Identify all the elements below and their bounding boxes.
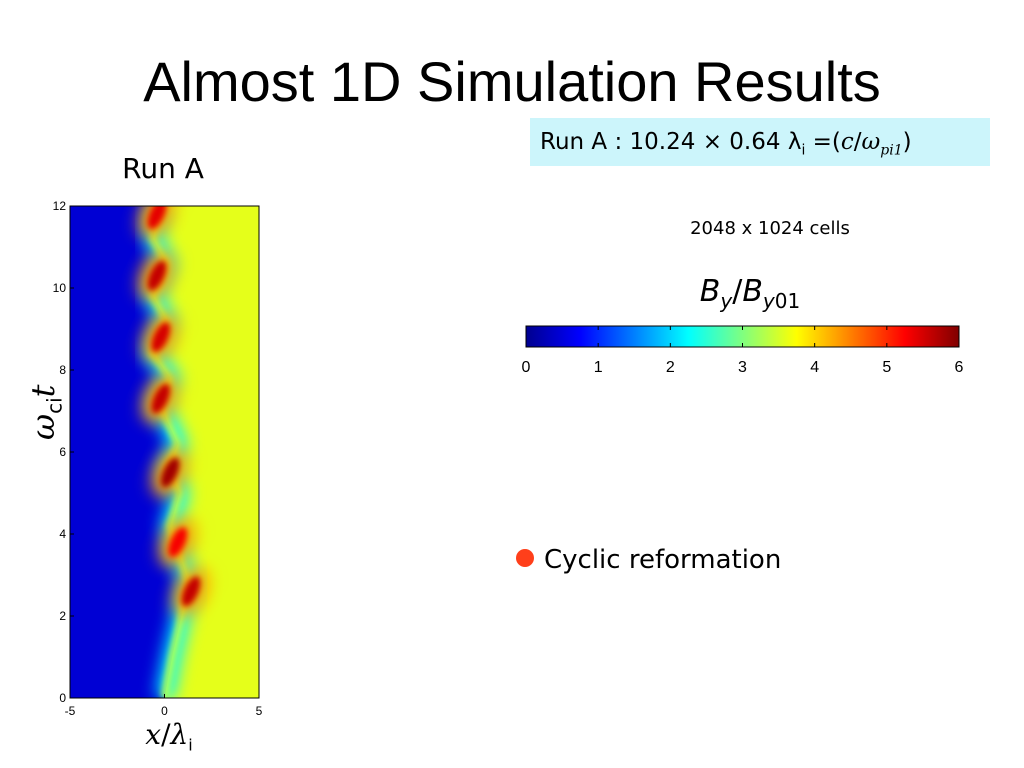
x-axis-label-slash: / bbox=[161, 718, 171, 751]
y-tick-label-5: 10 bbox=[53, 281, 67, 295]
colorbar-tick-label-0: 0 bbox=[522, 359, 531, 376]
peak-core-1 bbox=[168, 527, 188, 557]
run-prefix: Run A : 10.24 bbox=[540, 129, 696, 155]
slide-title: Almost 1D Simulation Results bbox=[143, 50, 881, 113]
colorbar-label: By/By01 bbox=[650, 274, 850, 313]
downstream-region bbox=[153, 206, 259, 698]
colorbar-label-b: B bbox=[699, 274, 721, 309]
y-tick-label-3: 6 bbox=[59, 445, 66, 459]
lambda-symbol: λ bbox=[787, 129, 802, 155]
x-axis-label-x: x bbox=[145, 718, 162, 751]
lambda-subscript: i bbox=[801, 142, 806, 159]
y-tick-label-0: 0 bbox=[59, 691, 66, 705]
equals-open: =( bbox=[812, 129, 841, 155]
colorbar-label-sub: y bbox=[720, 289, 733, 313]
y-tick-label-2: 4 bbox=[59, 527, 66, 541]
peak-core-3 bbox=[151, 383, 170, 414]
colorbar-tick-label-3: 3 bbox=[738, 359, 747, 376]
y-tick-label-6: 12 bbox=[53, 199, 67, 213]
peak-core-2 bbox=[160, 457, 180, 488]
x-tick-label-1: 0 bbox=[161, 704, 168, 718]
run-parameters-box: Run A : 10.24 × 0.64 λi =(c/ωpi1) bbox=[530, 118, 990, 166]
omega-symbol: ω bbox=[861, 129, 881, 155]
x-axis-label-sub: i bbox=[188, 735, 193, 755]
colorbar-label-slash: / bbox=[732, 274, 743, 309]
plot-title: Run A bbox=[122, 152, 204, 185]
colorbar-label-b2: B bbox=[742, 274, 763, 309]
peak-core-4 bbox=[151, 322, 170, 352]
peak-core-5 bbox=[147, 260, 167, 291]
colorbar-label-sub2: y bbox=[762, 289, 775, 313]
colorbar-tick-label-6: 6 bbox=[955, 359, 964, 376]
omega-subscript: pi1 bbox=[880, 142, 903, 159]
bullet-dot-icon bbox=[516, 548, 534, 567]
colorbar-label-sub3: 01 bbox=[774, 289, 801, 313]
peak-core-0 bbox=[181, 576, 201, 607]
colorbar-tick-label-5: 5 bbox=[882, 359, 891, 376]
run-size: 0.64 bbox=[729, 129, 781, 155]
c-symbol: c bbox=[840, 129, 854, 155]
x-axis-label-lambda: λ bbox=[170, 718, 189, 751]
y-tick-label-4: 8 bbox=[59, 363, 66, 377]
close-paren: ) bbox=[902, 129, 912, 155]
cells-label: 2048 x 1024 cells bbox=[690, 218, 850, 239]
x-tick-label-0: -5 bbox=[65, 704, 76, 718]
slash: / bbox=[853, 129, 862, 155]
x-axis-label: x/λi bbox=[134, 718, 204, 755]
peak-core-6 bbox=[147, 206, 167, 229]
x-tick-label-2: 5 bbox=[256, 704, 263, 718]
colorbar-tick-label-1: 1 bbox=[594, 359, 603, 376]
colorbar-tick-label-2: 2 bbox=[666, 359, 675, 376]
times-symbol: × bbox=[702, 129, 722, 155]
y-tick-label-1: 2 bbox=[59, 609, 66, 623]
bullet-text: Cyclic reformation bbox=[544, 545, 782, 575]
colorbar-tick-label-4: 4 bbox=[810, 359, 819, 376]
bullet-item: Cyclic reformation bbox=[516, 540, 781, 580]
